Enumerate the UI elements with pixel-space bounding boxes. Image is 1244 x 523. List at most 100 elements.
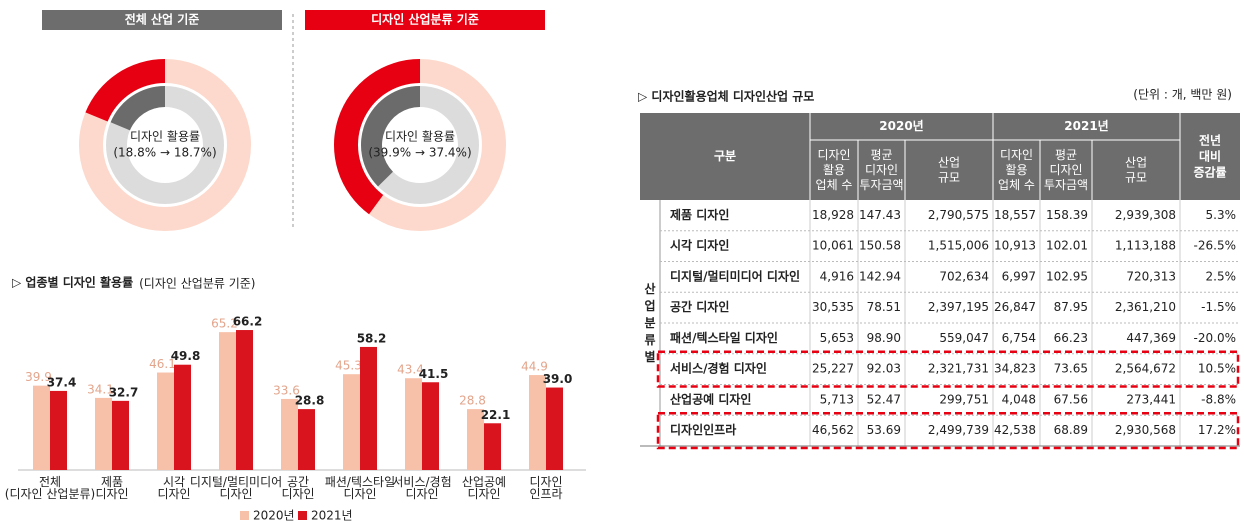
bar	[298, 409, 315, 470]
table-cell: 142.94	[859, 269, 901, 283]
table-cell: 4,048	[1002, 392, 1036, 406]
value-label: 32.7	[109, 385, 139, 399]
bar	[33, 385, 50, 470]
ring-segment	[85, 59, 165, 122]
table-cell: 299,751	[939, 392, 989, 406]
x-tick-label: 시각 디자인	[157, 475, 190, 501]
table-cell: 4,916	[820, 269, 854, 283]
chart-subtitle: (디자인 산업분류 기준)	[139, 277, 255, 291]
table-cell: 1,113,188	[1115, 239, 1176, 253]
header-box	[42, 10, 282, 30]
row-label: 시각 디자인	[670, 238, 729, 253]
table-cell: 2,930,568	[1115, 423, 1176, 437]
table-cell: 73.65	[1054, 362, 1088, 376]
header-text: 전체 산업 기준	[125, 12, 200, 27]
table-cell: 10.5%	[1198, 362, 1236, 376]
legend-label: 2020년	[253, 509, 295, 523]
table-cell: 102.95	[1046, 269, 1088, 283]
table-title: ▷ 디자인활용업체 디자인산업 규모	[638, 89, 814, 104]
table-cell: 53.69	[867, 423, 901, 437]
bar	[236, 330, 253, 470]
table-cell: 25,227	[812, 362, 854, 376]
value-label: 65.2	[211, 317, 238, 331]
table-cell: 78.51	[867, 300, 901, 314]
value-label: 58.2	[357, 331, 387, 345]
center-annotation: (39.9% → 37.4%)	[368, 146, 471, 160]
table-cell: 2.5%	[1206, 269, 1237, 283]
bar	[157, 372, 174, 470]
table-cell: 5.3%	[1206, 208, 1237, 222]
legend-label: 2021년	[311, 509, 353, 523]
bar	[50, 390, 67, 470]
value-label: 41.5	[419, 367, 449, 381]
table-cell: 150.58	[859, 239, 901, 253]
table-cell: 102.01	[1046, 239, 1088, 253]
bar	[529, 375, 546, 470]
value-label: 39.0	[543, 372, 573, 386]
header-column: 산업 규모	[1125, 155, 1147, 184]
legend-swatch	[240, 511, 249, 520]
value-label: 34.1	[87, 382, 114, 396]
table-cell: 447,369	[1126, 331, 1176, 345]
table-cell: 68.89	[1054, 423, 1088, 437]
table-cell: 559,047	[939, 331, 989, 345]
value-label: 28.8	[295, 394, 325, 408]
bar	[484, 423, 501, 470]
table-cell: 18,557	[994, 208, 1036, 222]
header-year: 2021년	[1064, 119, 1108, 133]
center-label: 디자인 활용률	[385, 130, 455, 144]
table-cell: 17.2%	[1198, 423, 1236, 437]
row-label: 패션/텍스타일 디자인	[670, 330, 778, 345]
table-cell: 30,535	[812, 300, 854, 314]
value-label: 39.9	[25, 370, 52, 384]
bar	[174, 364, 191, 470]
table-cell: 46,562	[812, 423, 854, 437]
value-label: 45.3	[335, 359, 362, 373]
table-cell: 6,754	[1002, 331, 1036, 345]
header-column: 디자인 활용 업체 수	[998, 148, 1035, 192]
table-cell: 10,913	[994, 239, 1036, 253]
x-tick-label: 산업공예 디자인	[462, 475, 506, 501]
value-label: 37.4	[47, 375, 77, 389]
x-tick-label: 서비스/경험 디자인	[392, 475, 451, 501]
table-cell: -26.5%	[1194, 239, 1236, 253]
value-label: 66.2	[233, 315, 263, 329]
bar	[422, 382, 439, 470]
header-column: 평균 디자인 투자금액	[1044, 148, 1088, 192]
table-cell: 10,061	[812, 239, 854, 253]
header-column: 디자인 활용 업체 수	[816, 148, 853, 192]
table-cell: 158.39	[1046, 208, 1088, 222]
table-cell: 2,564,672	[1115, 362, 1176, 376]
row-label: 공간 디자인	[670, 299, 729, 314]
header-year: 2020년	[879, 119, 923, 133]
table-cell: -1.5%	[1201, 300, 1236, 314]
table-cell: 2,361,210	[1115, 300, 1176, 314]
table-cell: 2,397,195	[928, 300, 989, 314]
table-cell: 18,928	[812, 208, 854, 222]
bar	[219, 332, 236, 470]
table-cell: 5,653	[820, 331, 854, 345]
table-cell: 52.47	[867, 392, 901, 406]
value-label: 22.1	[481, 408, 511, 422]
header-bg	[640, 113, 1240, 200]
table-cell: 42,538	[994, 423, 1036, 437]
row-highlight	[656, 350, 1240, 388]
table-cell: -20.0%	[1194, 331, 1236, 345]
x-tick-label: 공간 디자인	[281, 475, 314, 501]
table-cell: 5,713	[820, 392, 854, 406]
value-label: 28.8	[459, 394, 486, 408]
table-unit: (단위 : 개, 백만 원)	[1133, 88, 1232, 102]
x-tick-label: 전체 (디자인 산업분류)	[5, 475, 95, 501]
center-annotation: (18.8% → 18.7%)	[113, 146, 216, 160]
ring-segment	[333, 59, 420, 215]
table-cell: 6,997	[1002, 269, 1036, 283]
table-cell: 720,313	[1126, 269, 1176, 283]
value-label: 43.4	[397, 363, 424, 377]
header-text: 디자인 산업분류 기준	[371, 12, 479, 27]
value-label: 33.6	[273, 383, 300, 397]
table-cell: -8.8%	[1201, 392, 1236, 406]
bar	[112, 400, 129, 470]
header-cell: 구분	[714, 149, 736, 163]
header-box	[305, 10, 545, 30]
